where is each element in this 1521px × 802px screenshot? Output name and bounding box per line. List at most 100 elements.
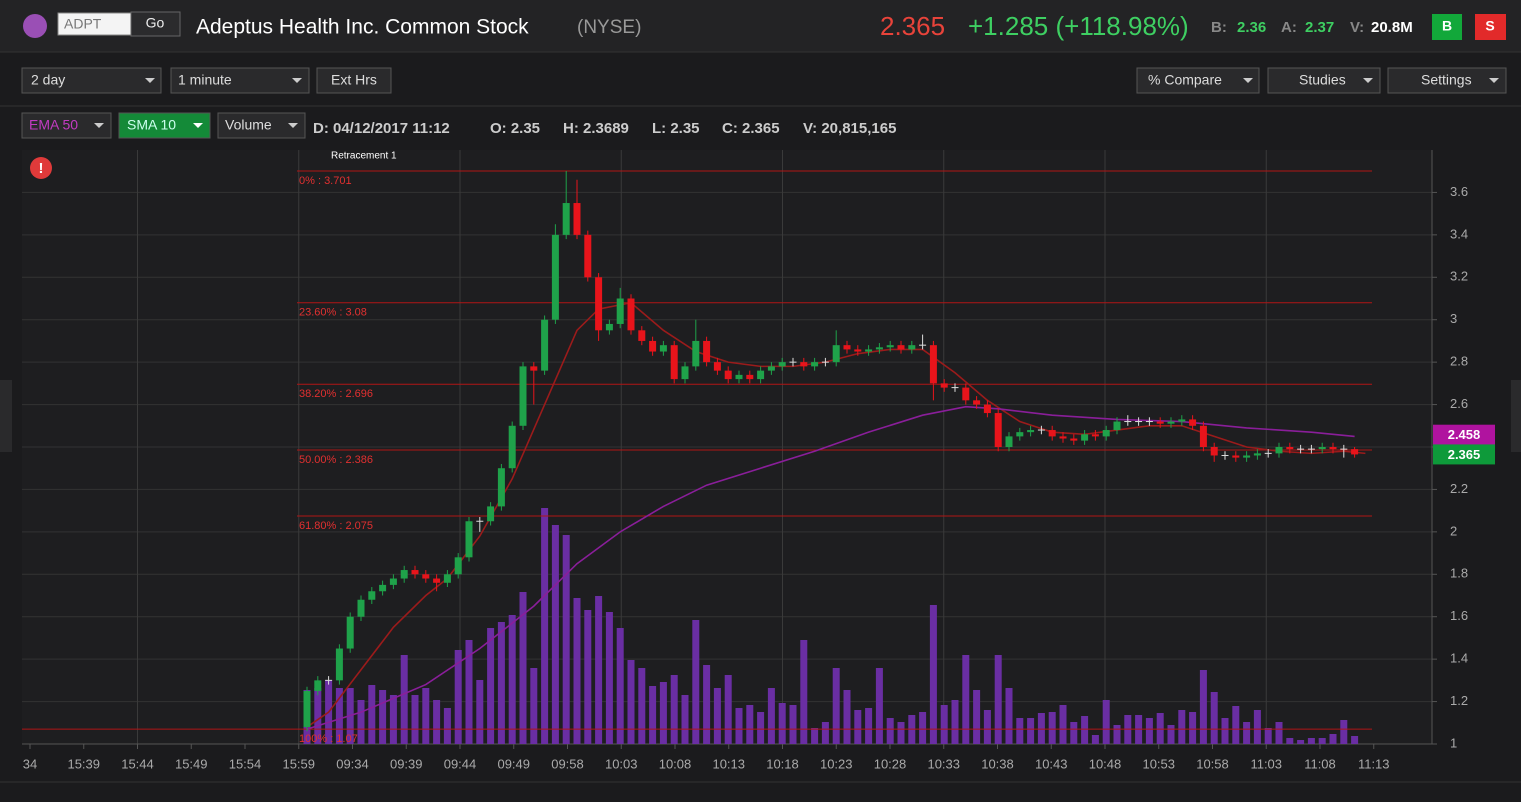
left-handle[interactable]: [0, 380, 12, 452]
volume-bar: [1005, 688, 1013, 744]
right-handle[interactable]: [1511, 380, 1521, 452]
candle-body: [659, 345, 667, 352]
candle-body: [746, 374, 754, 380]
candle-body: [346, 616, 354, 649]
volume-bar: [1070, 722, 1078, 744]
x-tick-label: 10:53: [1142, 756, 1175, 771]
caret: [1489, 78, 1499, 83]
candle-body: [616, 298, 624, 324]
sma-chip[interactable]: [118, 112, 211, 139]
volume-bar: [638, 668, 646, 744]
x-tick-label: 11:03: [1250, 756, 1282, 771]
volume-bar: [443, 708, 451, 744]
volume-bar: [735, 708, 743, 744]
settings[interactable]: Settings: [1421, 72, 1472, 88]
volume-bar: [886, 718, 894, 744]
volume-bar: [1232, 706, 1240, 744]
volume-bar: [951, 700, 959, 744]
volume-bar: [1156, 713, 1164, 744]
x-tick-label: 10:33: [927, 756, 960, 771]
volume-bar: [692, 620, 700, 744]
volume-bar: [940, 705, 948, 744]
volume-bar: [1275, 722, 1283, 744]
x-tick-label: 10:23: [820, 756, 853, 771]
x-tick-label: 15:49: [175, 756, 208, 771]
candle-body: [1199, 425, 1207, 447]
buy-button[interactable]: [1432, 14, 1462, 40]
volume-bar: [530, 668, 538, 744]
buy-label[interactable]: B: [1442, 18, 1452, 34]
volume-bar: [865, 708, 873, 744]
go-button[interactable]: [130, 11, 181, 37]
interval-select[interactable]: [170, 67, 310, 94]
candle-body: [886, 345, 894, 348]
ext-hours-button[interactable]: [316, 67, 392, 94]
y-tick-label: 1.6: [1450, 608, 1468, 623]
alert-icon[interactable]: [30, 157, 52, 179]
candle-body: [843, 345, 851, 350]
retracement-label: 23.60% : 3.08: [299, 307, 367, 319]
x-tick-label: 15:44: [121, 756, 154, 771]
volume-bar: [605, 612, 613, 744]
candle-body: [1318, 447, 1326, 450]
ticker[interactable]: ADPT: [64, 16, 102, 32]
candle-body: [433, 578, 441, 583]
volume-bar: [713, 688, 721, 744]
volume-bar: [789, 705, 797, 744]
x-tick-label: 15:54: [229, 756, 262, 771]
price-tag-label: 2.458: [1448, 427, 1481, 442]
compare[interactable]: % Compare: [1148, 72, 1222, 88]
ext-hours[interactable]: Ext Hrs: [331, 72, 377, 88]
go-label[interactable]: Go: [146, 15, 165, 31]
candle-body: [1081, 434, 1089, 441]
volume-bar: [433, 700, 441, 744]
volume-bar: [681, 695, 689, 744]
sma-label[interactable]: SMA 10: [127, 117, 176, 133]
range[interactable]: 2 day: [31, 72, 65, 88]
price-change: +1.285 (+118.98%): [968, 11, 1189, 41]
volume-bar: [422, 688, 430, 744]
volume-bar: [476, 680, 484, 744]
sell-label[interactable]: S: [1485, 18, 1494, 34]
bar-low: L: 2.35: [652, 120, 700, 137]
bar-open: O: 2.35: [490, 120, 540, 137]
volume-bar: [519, 592, 527, 744]
volume-chip-label[interactable]: Volume: [225, 117, 272, 133]
y-tick-label: 2.6: [1450, 396, 1468, 411]
candle-body: [854, 349, 862, 352]
sell-button[interactable]: [1475, 14, 1506, 40]
volume-bar: [1243, 722, 1251, 744]
x-tick-label: 10:43: [1035, 756, 1068, 771]
candle-body: [303, 690, 311, 728]
volume-bar: [627, 660, 635, 744]
compare-button[interactable]: [1136, 67, 1260, 94]
y-tick-label: 2.8: [1450, 354, 1468, 369]
x-tick-label: 11:08: [1304, 756, 1336, 771]
volume-bar: [616, 628, 624, 744]
x-tick-label: 09:39: [390, 756, 423, 771]
settings-button[interactable]: [1387, 67, 1507, 94]
link-icon[interactable]: [23, 14, 47, 38]
caret: [292, 78, 302, 83]
candle-body: [1329, 447, 1337, 450]
ema-chip[interactable]: [21, 112, 112, 139]
volume-bar: [1091, 735, 1099, 744]
volume-bar: [649, 686, 657, 744]
volume-label: V:: [1350, 19, 1364, 36]
candle-body: [314, 680, 322, 691]
interval[interactable]: 1 minute: [178, 72, 232, 88]
studies-button[interactable]: [1267, 67, 1381, 94]
range-select[interactable]: [21, 67, 162, 94]
volume-bar: [551, 525, 559, 744]
ema-label[interactable]: EMA 50: [29, 117, 78, 133]
candle-body: [778, 362, 786, 367]
x-tick-label: 09:34: [336, 756, 369, 771]
volume-bar: [1189, 712, 1197, 744]
candle-body: [1189, 419, 1197, 426]
alert-mark[interactable]: !: [39, 160, 44, 177]
studies-bar: EMA 50 SMA 10 Volume D: 04/12/2017 11:12…: [21, 112, 896, 139]
studies[interactable]: Studies: [1299, 72, 1346, 88]
candle-body: [1048, 430, 1056, 437]
x-tick-label: 15:39: [67, 756, 100, 771]
candle-body: [411, 570, 419, 575]
